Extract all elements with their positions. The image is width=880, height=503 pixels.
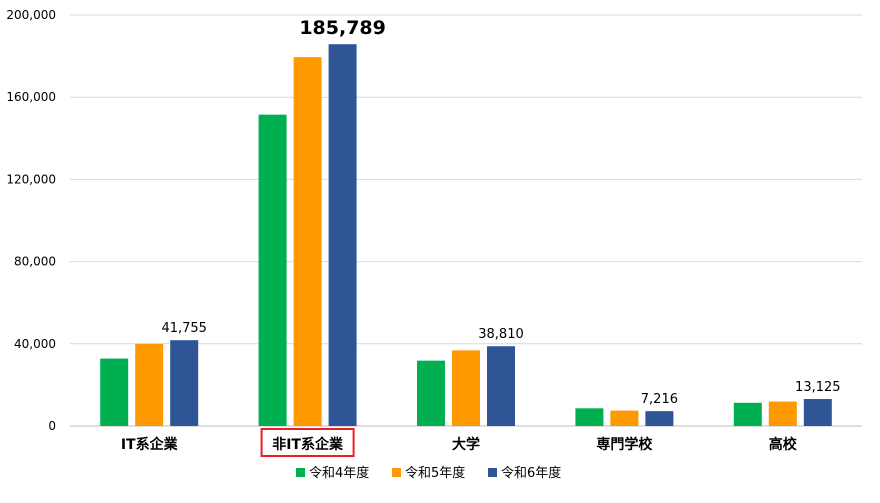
y-tick-label: 80,000	[14, 255, 56, 269]
bar-2-4	[610, 410, 639, 426]
legend-swatch	[296, 468, 305, 477]
y-axis-tick-labels: 0 40,000 80,000 120,000 160,000 200,000	[6, 8, 56, 433]
bar-1-4	[575, 408, 604, 426]
y-tick-label: 40,000	[14, 337, 56, 351]
category-label: IT系企業	[121, 436, 179, 453]
data-label: 185,789	[299, 17, 386, 39]
legend-label: 令和5年度	[405, 465, 465, 481]
category-label: 専門学校	[596, 436, 653, 453]
bar-3-5	[803, 399, 832, 426]
bar-1-2	[258, 114, 287, 426]
bar-2-1	[135, 343, 164, 426]
bar-2-3	[452, 350, 480, 426]
data-label: 7,216	[641, 392, 678, 407]
data-labels: 41,755 185,789 38,810 7,216 13,125	[161, 17, 840, 407]
bar-3-2	[328, 44, 357, 426]
category-label: 高校	[769, 436, 798, 453]
bar-2-2	[293, 57, 322, 426]
category-label: 非IT系企業	[272, 436, 344, 453]
y-tick-label: 160,000	[6, 90, 56, 104]
bars	[100, 44, 832, 426]
category-label: 大学	[452, 436, 480, 453]
legend-swatch	[392, 468, 401, 477]
bar-3-3	[487, 346, 515, 426]
bar-1-1	[100, 358, 129, 426]
grid-lines	[70, 14, 862, 427]
x-axis-category-labels: IT系企業 非IT系企業 大学 専門学校 高校	[121, 428, 798, 457]
data-label: 38,810	[478, 327, 524, 342]
bar-1-5	[733, 402, 762, 426]
legend-label: 令和4年度	[309, 465, 369, 481]
bar-3-1	[170, 340, 199, 426]
data-label: 41,755	[161, 321, 207, 336]
y-tick-label: 120,000	[6, 172, 56, 186]
bar-2-5	[768, 401, 797, 426]
data-label: 13,125	[795, 380, 841, 395]
bar-3-4	[645, 411, 674, 426]
highlight-box	[260, 428, 355, 457]
legend-label: 令和6年度	[501, 465, 561, 481]
legend: 令和4年度 令和5年度 令和6年度	[296, 465, 561, 481]
legend-swatch	[488, 468, 497, 477]
bar-1-3	[417, 360, 445, 426]
y-tick-label: 0	[48, 419, 56, 433]
y-tick-label: 200,000	[6, 8, 56, 22]
